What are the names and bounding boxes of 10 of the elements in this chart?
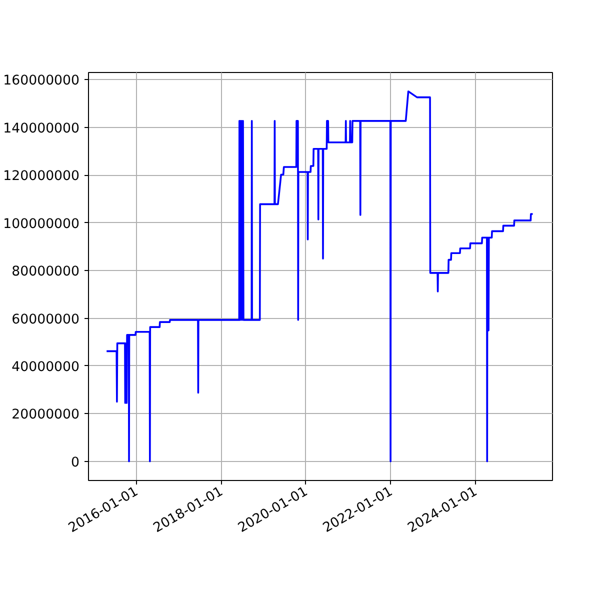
y-tick-label: 100000000 bbox=[3, 216, 80, 232]
line-series bbox=[106, 90, 534, 462]
y-tick-label: 40000000 bbox=[12, 360, 80, 375]
y-tick-label: 60000000 bbox=[12, 312, 80, 328]
y-tick-label: 80000000 bbox=[12, 264, 80, 280]
y-tick-label: 160000000 bbox=[3, 74, 80, 89]
y-tick-label: 120000000 bbox=[3, 169, 80, 184]
y-tick-label: 140000000 bbox=[3, 121, 80, 136]
y-tick-label: 0 bbox=[71, 455, 80, 470]
y-tick-label: 20000000 bbox=[12, 408, 80, 423]
